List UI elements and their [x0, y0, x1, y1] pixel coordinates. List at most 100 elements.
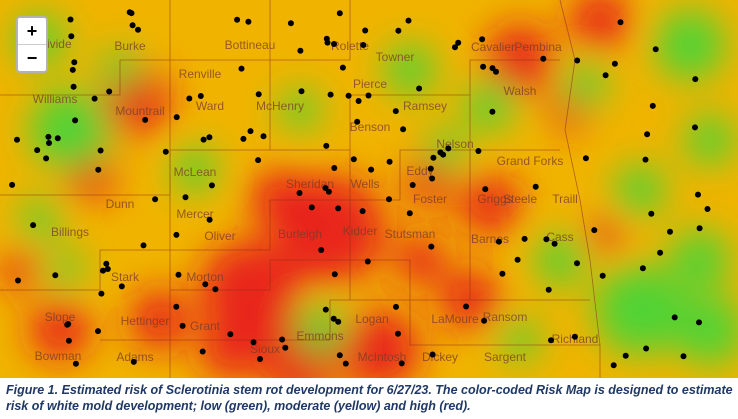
station-dot	[480, 63, 487, 70]
low-risk-area	[465, 80, 515, 130]
station-dot	[69, 66, 76, 73]
zoom-out[interactable]: −	[26, 48, 38, 68]
station-dot	[54, 135, 61, 142]
station-dot	[362, 27, 369, 34]
station-dot	[427, 165, 434, 172]
station-dot	[680, 353, 687, 360]
station-dot	[9, 181, 16, 188]
county-label: McIntosh	[358, 350, 407, 364]
station-dot	[359, 208, 366, 215]
county-label: Sioux	[250, 342, 280, 356]
station-dot	[128, 10, 135, 17]
station-dot	[297, 47, 304, 54]
station-dot	[118, 283, 125, 290]
county-label: Sargent	[484, 350, 527, 364]
station-dot	[52, 272, 59, 279]
station-dot	[521, 235, 528, 242]
county-label: Bowman	[35, 349, 82, 363]
station-dot	[696, 319, 702, 326]
station-dot	[142, 116, 149, 123]
station-dot	[106, 88, 113, 95]
station-dot	[287, 20, 294, 27]
county-label: Traill	[552, 192, 578, 206]
station-dot	[395, 330, 401, 337]
low-risk-area	[47, 252, 83, 288]
station-dot	[428, 243, 435, 250]
high-risk-area	[200, 320, 260, 378]
station-dot	[152, 196, 159, 203]
zoom-control: + −	[16, 16, 48, 73]
low-risk-area	[535, 235, 585, 285]
high-risk-area	[587, 217, 623, 253]
county-label: Burke	[114, 39, 146, 53]
station-dot	[323, 142, 330, 149]
station-dot	[331, 271, 338, 278]
station-dot	[339, 64, 346, 71]
station-dot	[602, 72, 609, 79]
risk-map: Divide Burke Bottineau RoletteTownerCavalie…	[0, 0, 738, 378]
station-dot	[282, 344, 289, 351]
station-dot	[202, 281, 209, 288]
station-dot	[135, 26, 141, 33]
county-label: Morton	[186, 270, 223, 284]
station-dot	[103, 260, 110, 267]
county-label: Hettinger	[121, 314, 170, 328]
station-dot	[260, 133, 267, 140]
station-dot	[298, 88, 305, 95]
county-label: LaMoure	[431, 312, 479, 326]
county-label: Billings	[51, 225, 89, 239]
station-dot	[279, 336, 286, 343]
county-label: Burleigh	[278, 227, 322, 241]
station-dot	[429, 175, 436, 182]
high-risk-area	[460, 175, 520, 235]
station-dot	[65, 337, 72, 344]
station-dot	[617, 19, 624, 26]
station-dot	[140, 242, 147, 249]
station-dot	[611, 60, 618, 67]
station-dot	[437, 149, 444, 156]
station-dot	[335, 318, 342, 325]
station-dot	[350, 156, 357, 163]
station-dot	[199, 348, 206, 355]
station-dot	[545, 286, 552, 293]
county-label: Ward	[196, 99, 224, 113]
station-dot	[45, 133, 52, 140]
station-dot	[574, 260, 580, 267]
low-risk-area	[595, 265, 685, 355]
station-dot	[322, 306, 329, 313]
station-dot	[68, 33, 75, 40]
high-risk-area	[0, 250, 40, 290]
station-dot	[175, 271, 182, 278]
high-risk-area	[570, 0, 630, 50]
station-dot	[400, 126, 407, 133]
county-label: Walsh	[504, 84, 537, 98]
station-dot	[392, 108, 399, 115]
station-dot	[208, 182, 215, 189]
station-dot	[15, 277, 21, 284]
county-label: Stark	[111, 270, 140, 284]
county-label: Griggs	[477, 192, 512, 206]
station-dot	[696, 225, 703, 232]
county-label: Cass	[546, 230, 573, 244]
county-label: McHenry	[256, 99, 304, 113]
station-dot	[489, 108, 496, 115]
county-label: Emmons	[296, 329, 343, 343]
station-dot	[405, 17, 412, 24]
county-label: Eddy	[406, 164, 433, 178]
low-risk-area	[670, 230, 730, 290]
low-risk-area	[563, 63, 607, 107]
county-label: Stutsman	[385, 227, 436, 241]
zoom-in[interactable]: +	[18, 18, 46, 45]
low-risk-area	[30, 90, 110, 170]
station-dot	[72, 360, 79, 367]
station-dot	[247, 128, 254, 135]
low-risk-area	[385, 45, 435, 95]
station-dot	[331, 41, 337, 47]
caption: Figure 1. Estimated risk of Sclerotinia …	[6, 383, 733, 413]
station-dot	[308, 204, 315, 211]
station-dot	[240, 135, 247, 142]
station-dot	[582, 155, 589, 162]
station-dot	[206, 216, 213, 223]
county-label: Adams	[116, 350, 153, 364]
